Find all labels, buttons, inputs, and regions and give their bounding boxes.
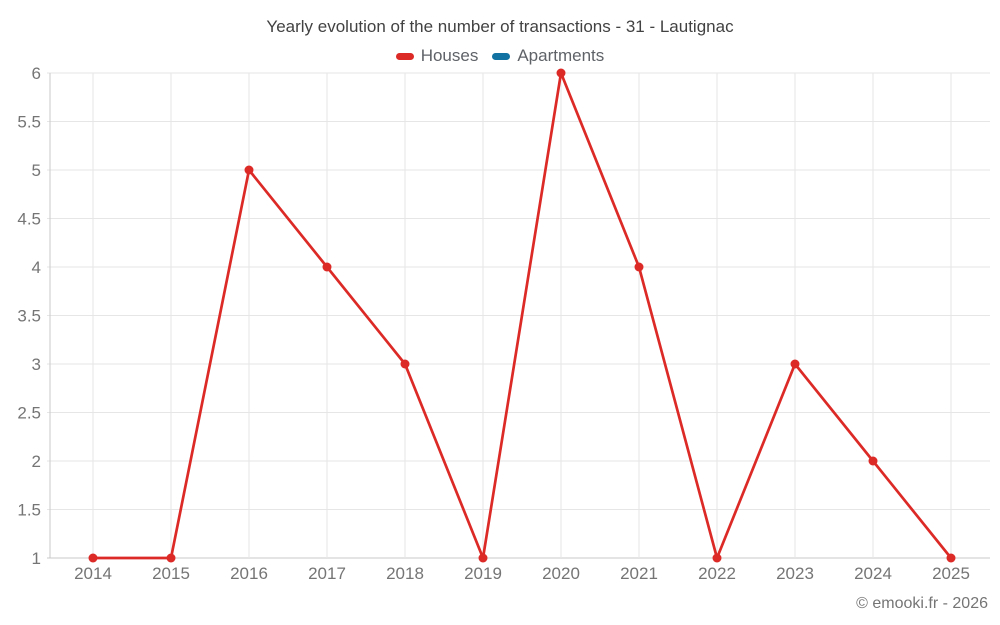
legend: Houses Apartments — [0, 46, 1000, 66]
data-point-houses-2019[interactable] — [478, 553, 488, 563]
x-tick-label: 2022 — [698, 564, 736, 583]
data-point-houses-2016[interactable] — [244, 165, 254, 175]
x-tick-label: 2021 — [620, 564, 658, 583]
x-axis-tick-labels: 2014 2015 2016 2017 2018 2019 2020 2021 2022 2023… — [74, 564, 970, 583]
y-tick-label: 3.5 — [17, 307, 41, 326]
y-tick-label: 4 — [32, 258, 41, 277]
vertical-gridlines — [92, 73, 952, 558]
data-point-houses-2025[interactable] — [946, 553, 956, 563]
data-point-houses-2014[interactable] — [88, 553, 98, 563]
y-tick-label: 2 — [32, 452, 41, 471]
data-point-houses-2015[interactable] — [166, 553, 176, 563]
y-tick-label: 4.5 — [17, 210, 41, 229]
y-tick-label: 6 — [32, 64, 41, 83]
y-axis-tick-labels: 1 1.5 2 2.5 3 3.5 4 4.5 5 5.5 6 — [17, 64, 41, 568]
x-tick-label: 2014 — [74, 564, 112, 583]
data-point-houses-2018[interactable] — [400, 359, 410, 369]
data-point-houses-2020[interactable] — [556, 68, 566, 78]
data-point-houses-2021[interactable] — [634, 262, 644, 272]
data-point-houses-2022[interactable] — [712, 553, 722, 563]
houses-legend-swatch — [395, 52, 414, 60]
y-tick-label: 3 — [32, 355, 41, 374]
chart-title: Yearly evolution of the number of transa… — [266, 17, 734, 36]
y-tick-label: 2.5 — [17, 404, 41, 423]
x-tick-label: 2018 — [386, 564, 424, 583]
legend-item-apartments[interactable]: Apartments — [492, 46, 604, 66]
x-tick-label: 2017 — [308, 564, 346, 583]
x-tick-label: 2024 — [854, 564, 892, 583]
y-tick-label: 1 — [32, 549, 41, 568]
data-point-houses-2023[interactable] — [790, 359, 800, 369]
x-tick-label: 2016 — [230, 564, 268, 583]
houses-legend-label: Houses — [420, 46, 479, 65]
data-point-houses-2017[interactable] — [322, 262, 332, 272]
y-tick-label: 1.5 — [17, 501, 41, 520]
series-line-houses — [91, 71, 953, 560]
apartments-legend-swatch — [492, 52, 511, 60]
apartments-legend-label: Apartments — [517, 46, 605, 65]
y-tick-label: 5 — [32, 161, 41, 180]
legend-item-houses[interactable]: Houses — [395, 46, 479, 66]
x-tick-label: 2015 — [152, 564, 190, 583]
x-tick-label: 2020 — [542, 564, 580, 583]
x-tick-label: 2019 — [464, 564, 502, 583]
data-series — [88, 68, 956, 563]
x-tick-label: 2023 — [776, 564, 814, 583]
data-point-houses-2024[interactable] — [868, 456, 878, 466]
horizontal-gridlines — [47, 72, 990, 559]
y-tick-label: 5.5 — [17, 113, 41, 132]
x-tick-label: 2025 — [932, 564, 970, 583]
copyright-watermark: © emooki.fr - 2026 — [856, 595, 988, 612]
